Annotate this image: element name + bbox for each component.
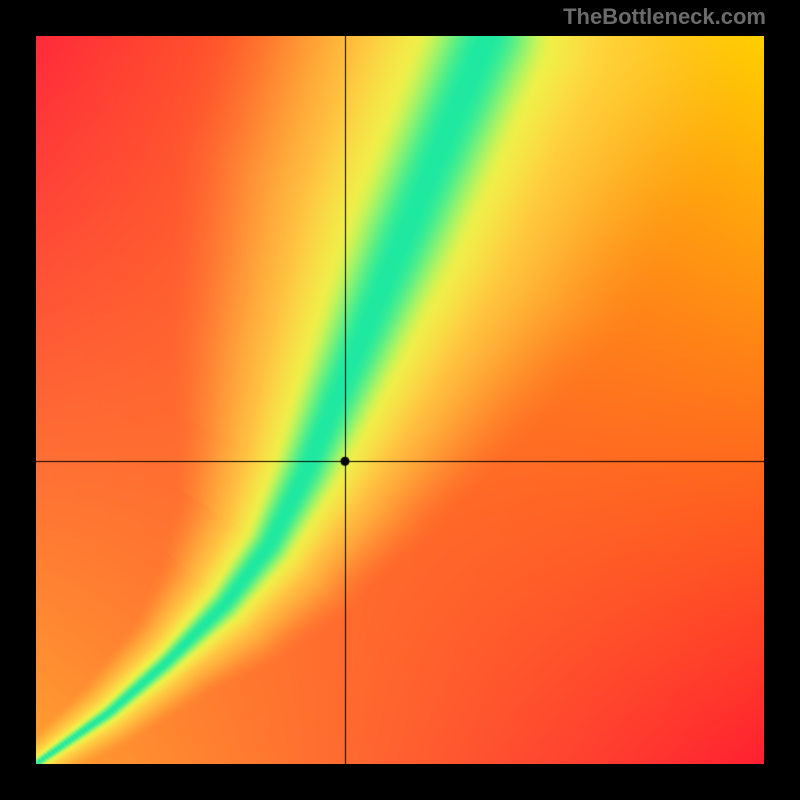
attribution-label: TheBottleneck.com bbox=[563, 4, 766, 30]
chart-container: TheBottleneck.com bbox=[0, 0, 800, 800]
plot-area bbox=[36, 36, 764, 764]
overlay-canvas bbox=[36, 36, 764, 764]
